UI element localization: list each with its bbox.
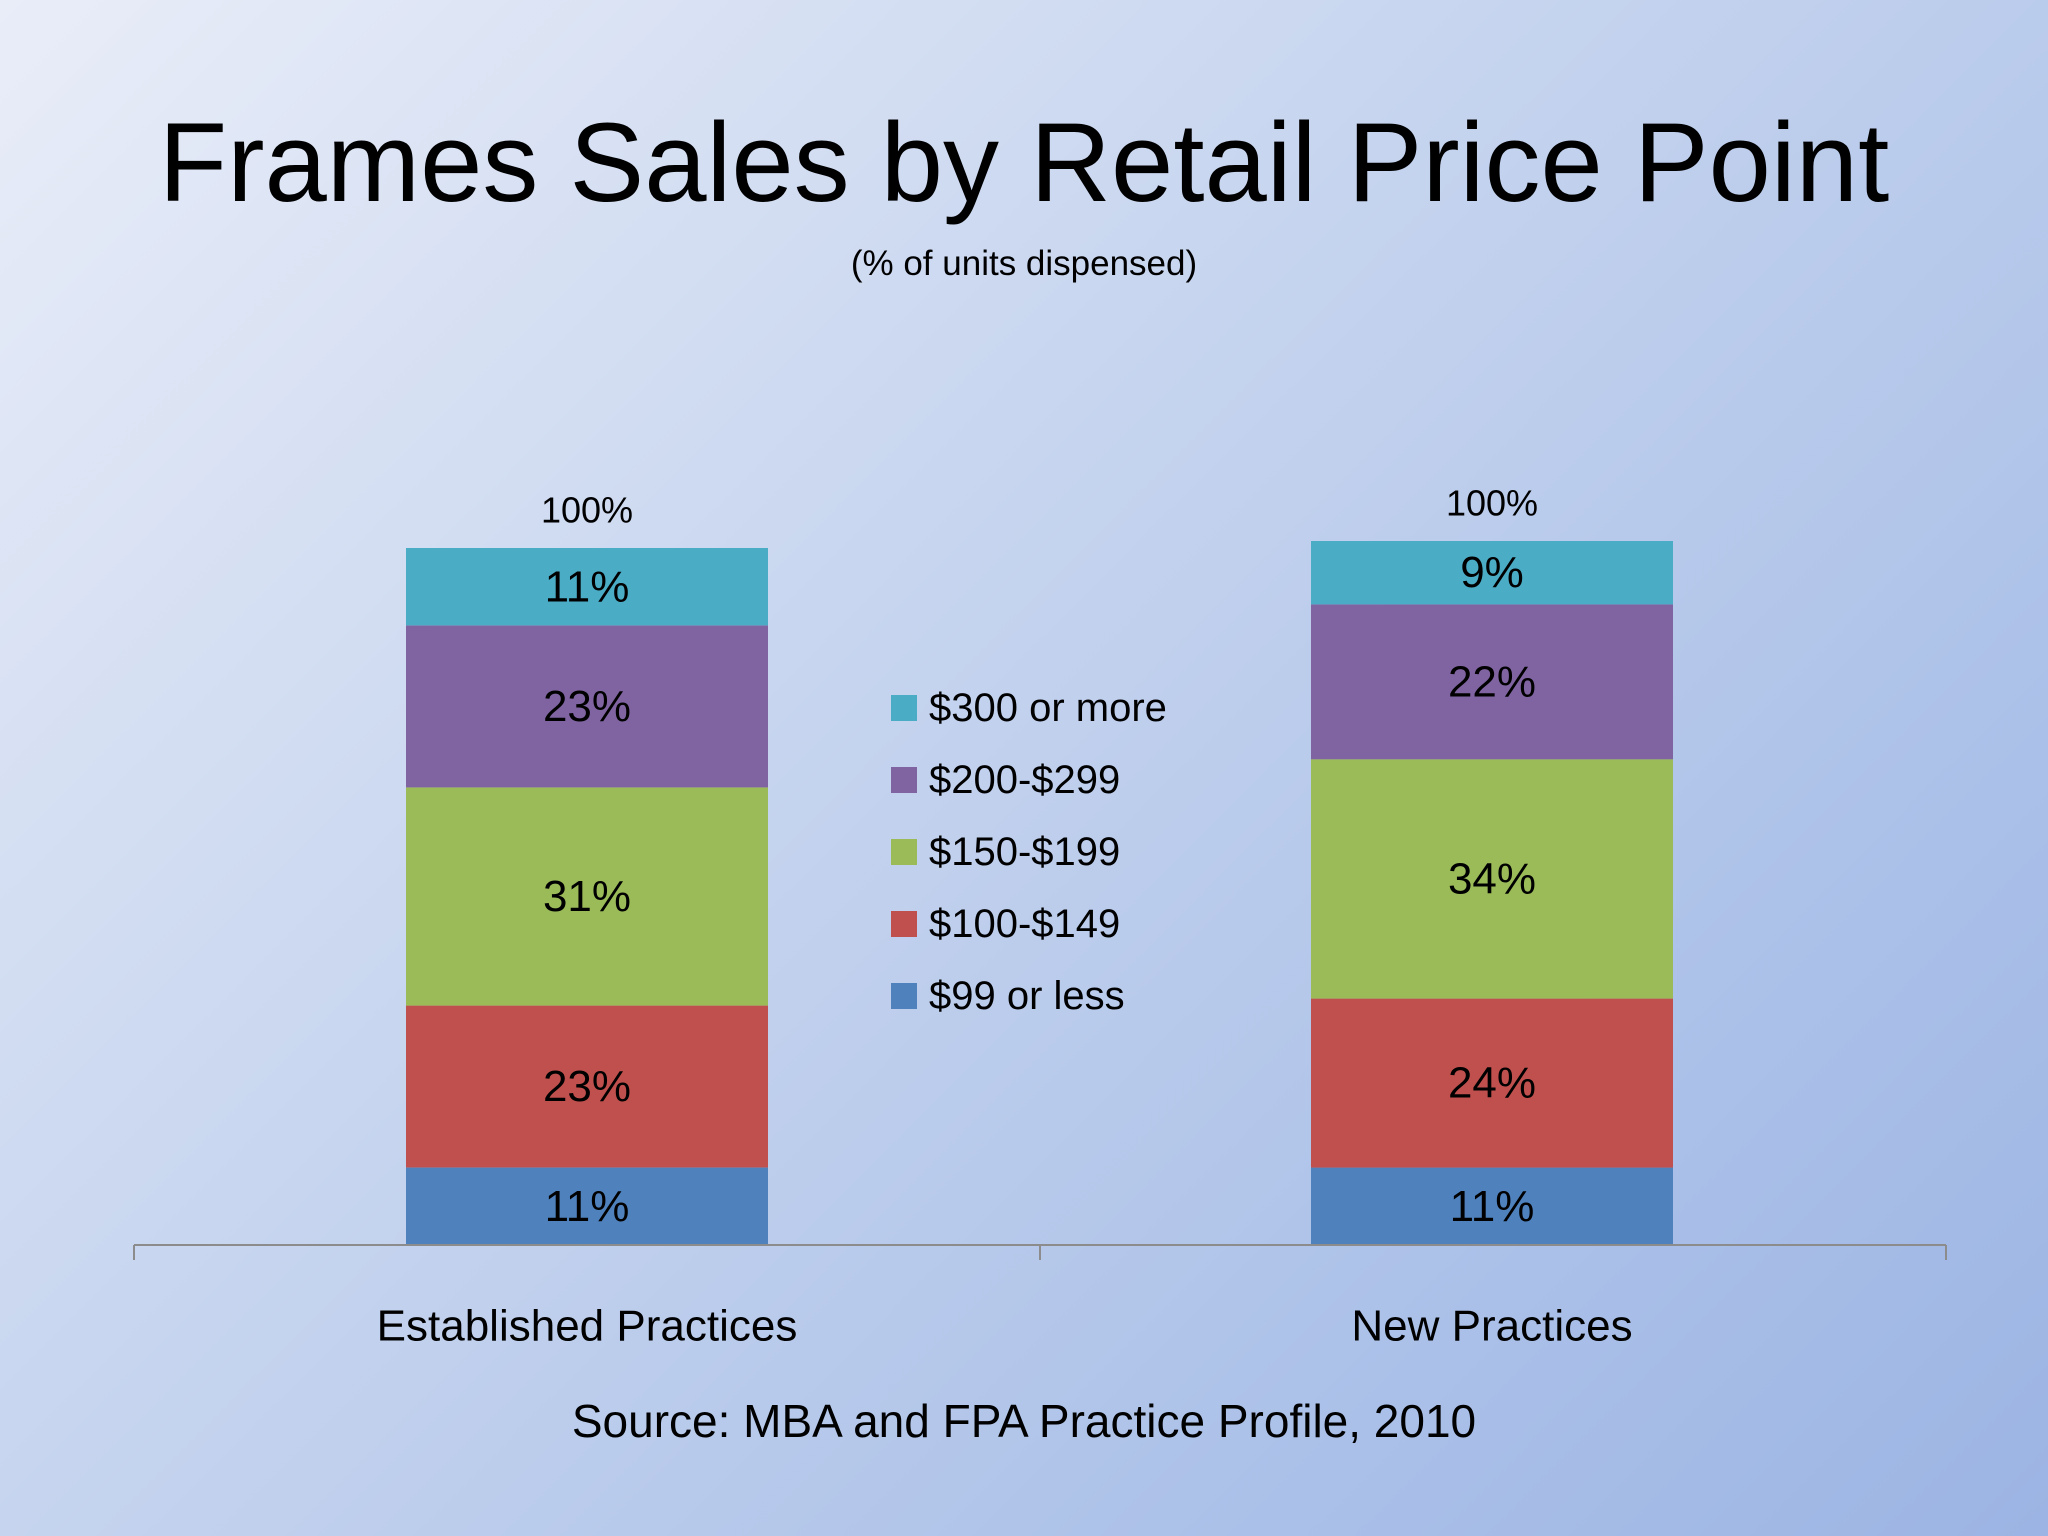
data-label: 9%: [1460, 548, 1524, 597]
bar-segment: [1311, 604, 1673, 760]
bar-segment: [406, 787, 768, 1006]
x-tick-label: New Practices: [1351, 1302, 1632, 1351]
bar-segment: [1311, 998, 1673, 1168]
data-label: 34%: [1448, 854, 1536, 903]
legend-label: $99 or less: [929, 973, 1125, 1018]
bar-segment: [406, 1005, 768, 1168]
chart-subtitle: (% of units dispensed): [850, 244, 1198, 283]
bar-segment: [1311, 1167, 1673, 1245]
data-label: 24%: [1448, 1059, 1536, 1108]
data-label: 23%: [543, 1062, 631, 1111]
bar-segment: [1311, 759, 1673, 999]
legend-label: $200-$299: [929, 757, 1121, 802]
legend-swatch: [891, 839, 917, 865]
data-label: 11%: [1450, 1182, 1535, 1231]
bar-segment: [406, 548, 768, 626]
data-label: 11%: [545, 562, 630, 611]
legend-item: $300 or more: [891, 672, 1167, 744]
bar-segment: [406, 1167, 768, 1245]
total-label: 100%: [541, 490, 633, 531]
chart-legend: $300 or more $200-$299 $150-$199 $100-$149 $…: [891, 672, 1167, 1032]
legend-label: $150-$199: [929, 829, 1121, 874]
legend-label: $300 or more: [929, 685, 1167, 730]
source-note: Source: MBA and FPA Practice Profile, 20…: [571, 1395, 1477, 1447]
total-label: 100%: [1446, 483, 1538, 524]
data-label: 22%: [1448, 657, 1536, 706]
legend-swatch: [891, 695, 917, 721]
chart-title: Frames Sales by Retail Price Point: [158, 100, 1890, 225]
bar-segment: [406, 625, 768, 788]
legend-item: $150-$199: [891, 816, 1167, 888]
bar-segment: [1311, 541, 1673, 605]
x-tick-label: Established Practices: [377, 1302, 798, 1351]
legend-item: $200-$299: [891, 744, 1167, 816]
legend-swatch: [891, 767, 917, 793]
legend-swatch: [891, 983, 917, 1009]
data-label: 31%: [543, 872, 631, 921]
legend-item: $99 or less: [891, 960, 1167, 1032]
legend-label: $100-$149: [929, 901, 1121, 946]
data-label: 23%: [543, 682, 631, 731]
legend-item: $100-$149: [891, 888, 1167, 960]
legend-swatch: [891, 911, 917, 937]
data-label: 11%: [545, 1182, 630, 1231]
